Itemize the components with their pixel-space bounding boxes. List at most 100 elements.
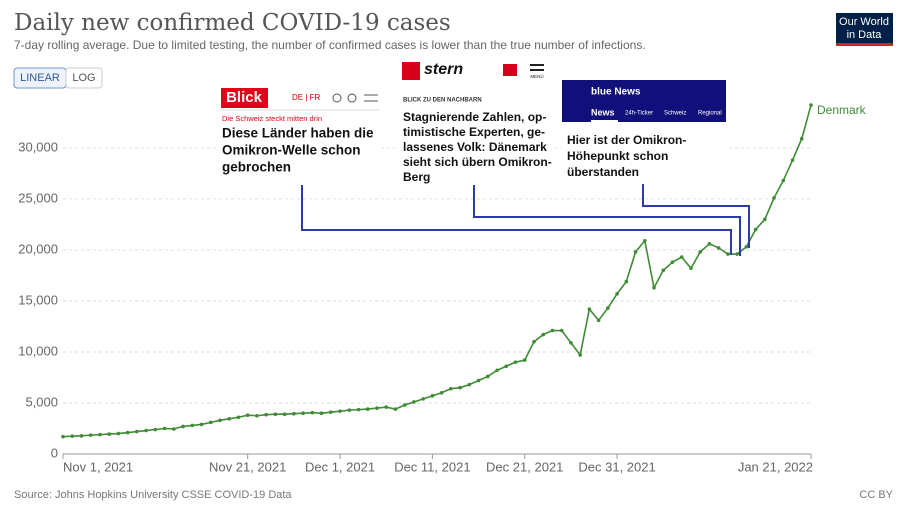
license: CC BY: [859, 489, 893, 501]
point: [781, 178, 786, 183]
point: [541, 332, 545, 337]
point: [347, 408, 352, 412]
connectors: [301, 180, 750, 256]
point: [495, 368, 499, 373]
point: [679, 255, 684, 259]
headline: lassenes Volk: Dänemark: [403, 140, 547, 154]
point: [615, 292, 619, 296]
icon: [347, 93, 357, 103]
x-tick-label: Nov 21, 2021: [209, 459, 286, 474]
point: [430, 394, 435, 398]
headline: Höhepunkt schon: [567, 149, 668, 163]
y-tick-label: 15,000: [18, 292, 58, 307]
y-tick-label: 5,000: [25, 394, 58, 409]
x-tick-label: Dec 11, 2021: [394, 459, 470, 474]
point: [412, 400, 416, 404]
point: [485, 374, 490, 379]
x-tick-label: Dec 1, 2021: [305, 459, 375, 474]
connector: [301, 185, 732, 255]
x-tick-label: Dec 21, 2021: [486, 459, 563, 474]
header: [562, 80, 726, 122]
point: [532, 339, 536, 344]
card: [395, 57, 555, 183]
point: [135, 429, 139, 434]
x-tick-label: Jan 21, 2022: [738, 459, 813, 474]
point: [282, 412, 287, 417]
brand: stern: [424, 61, 463, 78]
nav: Regional: [698, 111, 722, 117]
y-tick-label: 20,000: [18, 241, 58, 256]
point: [218, 418, 222, 423]
point: [116, 431, 121, 436]
point: [763, 217, 767, 222]
point: [255, 413, 259, 418]
headline: Omikron-Welle schon: [222, 143, 361, 158]
bluenews-card: blue News News 24h-Ticker Schweiz Region…: [562, 80, 726, 184]
point: [689, 266, 693, 271]
source: Source: Johns Hopkins University CSSE CO…: [14, 489, 292, 501]
point: [236, 415, 241, 420]
point: [596, 318, 601, 323]
nav: Schweiz: [664, 111, 686, 117]
point: [504, 364, 509, 369]
point: [670, 260, 675, 264]
point: [88, 433, 93, 437]
point: [208, 420, 213, 425]
subtitle: 7-day rolling average. Due to limited te…: [14, 38, 646, 52]
kicker: BLICK ZU DEN NACHBARN: [403, 98, 482, 104]
point: [476, 378, 481, 383]
point: [652, 285, 656, 290]
point: [162, 426, 167, 431]
point: [273, 412, 278, 417]
icon: [503, 64, 517, 76]
point: [384, 405, 389, 409]
y-tick-label: 10,000: [18, 343, 58, 358]
stern-card: stern MENÜ BLICK ZU DEN NACHBARN: [395, 57, 555, 183]
point: [107, 432, 111, 436]
headline: gebrochen: [222, 160, 291, 175]
y-tick-label: 25,000: [18, 190, 58, 205]
point: [375, 406, 379, 410]
point: [809, 103, 813, 107]
headline: überstanden: [567, 165, 639, 179]
log-button[interactable]: [65, 67, 103, 89]
icon: [332, 93, 342, 103]
series-line: [62, 104, 812, 438]
point: [227, 417, 232, 421]
point: [421, 397, 425, 401]
point: [550, 328, 555, 333]
point: [199, 422, 204, 427]
blick-card: Blick DE | FR Die Schweiz steckt mitten …: [218, 84, 382, 184]
point: [172, 427, 176, 431]
point: [153, 427, 158, 432]
point: [329, 410, 333, 414]
nav: 24h-Ticker: [625, 111, 653, 117]
point: [661, 268, 666, 273]
blick-logo: [221, 88, 268, 108]
headline: timistische Experten, ge-: [403, 125, 545, 139]
point: [264, 412, 268, 417]
point: [338, 409, 342, 413]
x-tick-label: Dec 31, 2021: [578, 459, 655, 474]
point: [642, 238, 647, 243]
point: [467, 382, 472, 387]
point: [726, 252, 730, 256]
point: [513, 360, 518, 364]
logo-text: in Data: [847, 29, 883, 41]
point: [735, 252, 739, 256]
y-tick-label: 30,000: [18, 139, 58, 154]
point: [125, 430, 130, 435]
chart-title: Daily new confirmed COVID-19 cases: [14, 10, 451, 36]
point: [61, 434, 65, 439]
kicker: Die Schweiz steckt mitten drin: [222, 114, 322, 123]
log-label[interactable]: LOG: [72, 72, 95, 84]
point: [98, 432, 102, 437]
nav: DE | FR: [292, 93, 321, 102]
point: [606, 306, 610, 310]
connector: [473, 185, 741, 256]
point: [578, 353, 582, 357]
linear-label[interactable]: LINEAR: [20, 72, 60, 84]
point: [522, 358, 527, 362]
y-tick-label: 0: [51, 445, 58, 460]
